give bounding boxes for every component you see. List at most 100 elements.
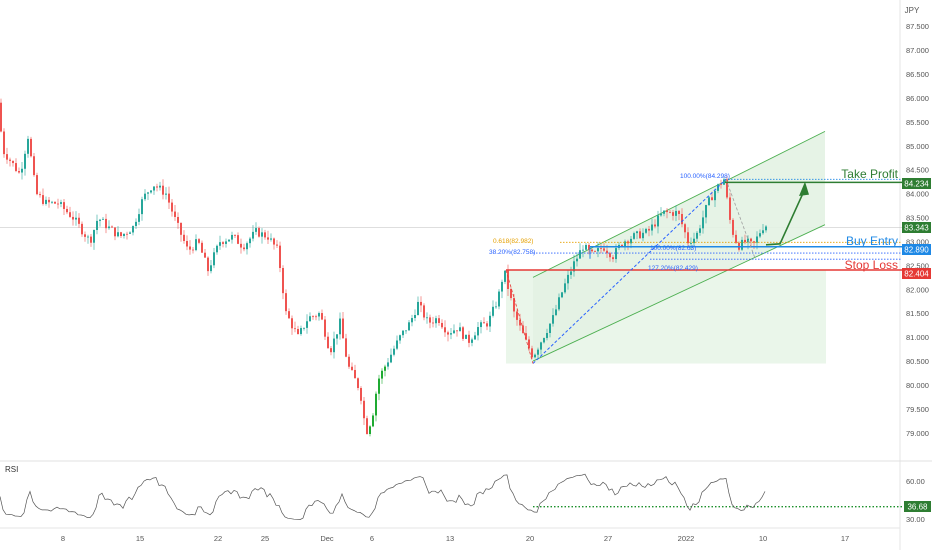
candle <box>9 157 11 167</box>
candle <box>705 204 707 224</box>
candle <box>486 320 488 331</box>
fib-label-1272: 127.20%(82.429) <box>648 265 698 272</box>
fib-diagonal-grey <box>725 179 756 259</box>
candle <box>495 301 497 309</box>
candle <box>648 225 650 237</box>
candle <box>672 210 674 221</box>
candle <box>186 235 188 251</box>
price-tick-label: 87.000 <box>906 46 929 55</box>
stop-loss-label: Stop Loss <box>845 258 898 272</box>
candle <box>288 308 290 319</box>
candle <box>681 208 683 228</box>
candle <box>684 222 686 239</box>
candle <box>561 291 563 299</box>
candle <box>393 345 395 357</box>
price-tick-label: 83.000 <box>906 237 929 246</box>
candle <box>549 323 551 338</box>
candle <box>21 162 23 180</box>
candle <box>51 200 53 204</box>
overlays <box>505 178 902 364</box>
candle <box>189 240 191 255</box>
fib-label-382: 38.20%(82.758) <box>489 249 535 256</box>
candle <box>762 224 764 235</box>
candle <box>117 226 119 238</box>
time-tick-label: 15 <box>136 534 144 543</box>
price-tick-label: 87.500 <box>906 22 929 31</box>
time-tick-label: 13 <box>446 534 454 543</box>
candle <box>732 218 734 238</box>
candle <box>627 239 629 251</box>
candle <box>735 230 737 244</box>
candle <box>99 218 101 227</box>
fib-label-0618: 0.618(82.982) <box>493 238 533 245</box>
candle <box>381 368 383 384</box>
candle <box>177 212 179 229</box>
candle <box>96 214 98 235</box>
candle <box>720 179 722 189</box>
candle <box>174 204 176 221</box>
candle <box>264 229 266 240</box>
candle <box>444 320 446 337</box>
candle <box>660 207 662 217</box>
candle <box>39 191 41 198</box>
candle <box>93 229 95 250</box>
candle <box>429 314 431 329</box>
candle <box>336 334 338 345</box>
candle <box>162 179 164 200</box>
candle <box>36 172 38 196</box>
candle <box>201 240 203 253</box>
candle <box>417 296 419 316</box>
candle <box>345 333 347 358</box>
candle <box>129 231 131 234</box>
candle <box>651 218 653 236</box>
candle <box>75 211 77 226</box>
candle <box>207 256 209 276</box>
candle <box>204 249 206 258</box>
candle <box>228 239 230 242</box>
candle <box>357 377 359 391</box>
candle <box>258 226 260 238</box>
candle <box>33 153 35 177</box>
candle <box>453 324 455 334</box>
candle <box>426 312 428 324</box>
time-tick-label: 8 <box>61 534 65 543</box>
candle <box>642 228 644 242</box>
candle <box>531 345 533 360</box>
candle <box>465 334 467 340</box>
candle <box>18 167 20 174</box>
rsi-current-badge <box>904 501 931 512</box>
candle <box>210 259 212 274</box>
candle <box>135 218 137 230</box>
candle <box>252 225 254 242</box>
candle <box>654 219 656 229</box>
candle <box>597 242 599 258</box>
candle <box>114 227 116 241</box>
candle <box>516 309 518 326</box>
candle <box>456 330 458 337</box>
candle <box>111 225 113 228</box>
candle <box>438 314 440 326</box>
candle <box>108 220 110 230</box>
candle <box>474 331 476 340</box>
candle <box>348 354 350 369</box>
time-tick-label: 22 <box>214 534 222 543</box>
candle <box>12 160 14 167</box>
fib-label-100-top: 100.00%(84.298) <box>680 173 730 180</box>
candle <box>501 279 503 299</box>
price-tick-label: 84.500 <box>906 166 929 175</box>
candle <box>120 231 122 238</box>
arrow-head <box>799 181 809 197</box>
candle <box>624 239 626 251</box>
candle <box>540 341 542 355</box>
candle <box>312 315 314 320</box>
candle <box>360 386 362 405</box>
rsi-tick-60: 60.00 <box>906 477 925 486</box>
candle <box>315 314 317 321</box>
candle <box>567 269 569 290</box>
candle <box>462 325 464 342</box>
candle <box>657 210 659 234</box>
time-tick-label: 27 <box>604 534 612 543</box>
candle <box>729 192 731 224</box>
candle <box>726 175 728 200</box>
candle <box>234 234 236 239</box>
